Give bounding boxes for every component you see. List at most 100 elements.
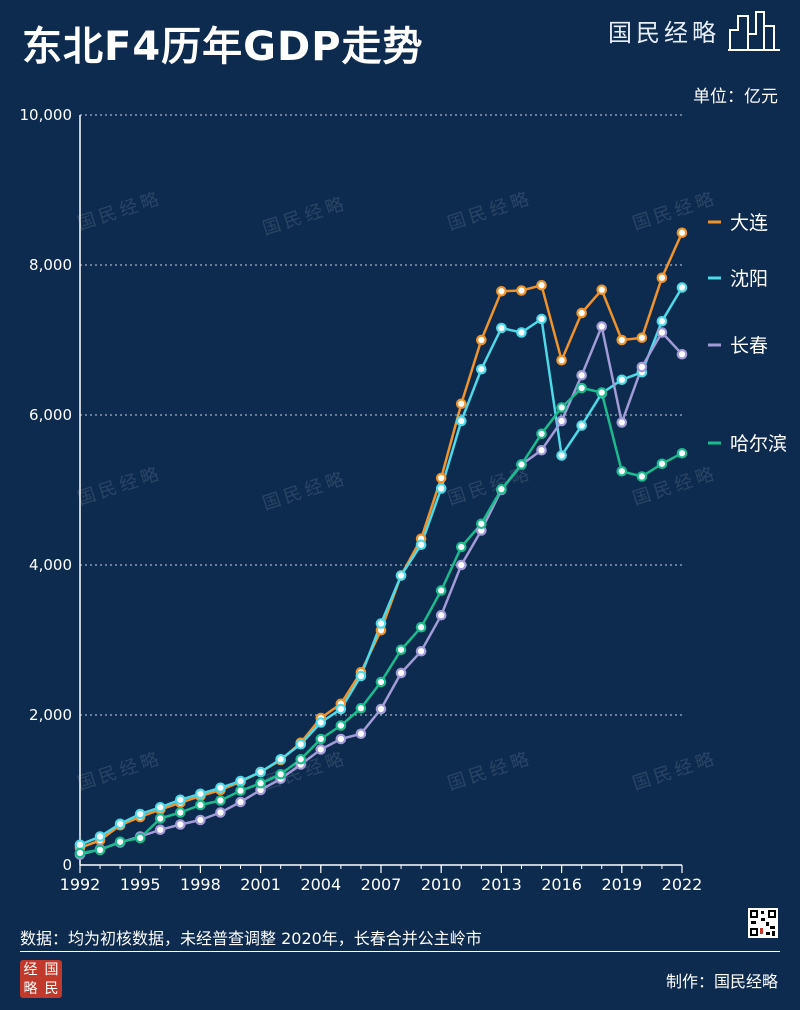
data-point bbox=[556, 415, 567, 427]
y-tick-label: 2,000 bbox=[29, 706, 72, 724]
data-point bbox=[315, 744, 327, 755]
data-point bbox=[134, 832, 146, 844]
data-point bbox=[255, 777, 266, 789]
data-point bbox=[676, 227, 688, 239]
data-point bbox=[315, 733, 327, 745]
seal-char: 经 bbox=[23, 961, 38, 978]
data-point bbox=[154, 801, 166, 813]
watermark-text: 国民经略 bbox=[75, 188, 165, 235]
data-point bbox=[275, 768, 286, 780]
watermark-text: 国民经略 bbox=[260, 468, 350, 515]
data-point bbox=[235, 785, 246, 797]
watermark-text: 国民经略 bbox=[630, 463, 720, 510]
unit-label: 单位：亿元 bbox=[693, 87, 778, 107]
legend-label: 长春 bbox=[730, 335, 768, 357]
data-point bbox=[215, 807, 226, 818]
data-point bbox=[496, 285, 507, 297]
x-tick-label: 2007 bbox=[361, 875, 402, 894]
watermark-text: 国民经略 bbox=[75, 748, 165, 795]
data-point bbox=[195, 788, 206, 800]
data-point bbox=[235, 775, 246, 787]
data-point bbox=[656, 272, 668, 284]
data-point bbox=[596, 387, 608, 398]
data-point bbox=[616, 334, 628, 346]
x-tick-label: 2022 bbox=[662, 875, 703, 894]
data-point bbox=[355, 728, 367, 740]
data-point bbox=[596, 284, 608, 296]
seal-char: 国 bbox=[44, 961, 59, 978]
series-points bbox=[74, 227, 688, 860]
data-point bbox=[536, 279, 547, 291]
series-line bbox=[79, 325, 683, 856]
data-point bbox=[355, 670, 367, 682]
data-point bbox=[335, 720, 347, 731]
data-point bbox=[395, 667, 407, 679]
data-point bbox=[195, 814, 206, 826]
data-point bbox=[114, 836, 126, 848]
watermark-text: 国民经略 bbox=[75, 463, 165, 510]
data-point bbox=[476, 334, 487, 346]
data-point bbox=[596, 321, 608, 332]
x-tick-label: 1998 bbox=[180, 875, 221, 894]
data-point bbox=[415, 645, 427, 657]
data-point bbox=[154, 813, 166, 824]
data-point bbox=[375, 618, 387, 629]
axes: 0 2,000 4,000 6,000 8,000 10,000 1992 1995 1998 2… bbox=[20, 106, 703, 894]
data-point bbox=[295, 738, 307, 750]
y-tick-label: 6,000 bbox=[29, 406, 72, 424]
data-point bbox=[275, 753, 286, 765]
data-point bbox=[435, 585, 447, 596]
data-point bbox=[656, 458, 668, 470]
watermark-text: 国民经略 bbox=[630, 188, 720, 235]
data-point bbox=[636, 332, 648, 344]
watermark-text: 国民经略 bbox=[445, 748, 535, 795]
data-point bbox=[676, 282, 688, 293]
data-point bbox=[536, 428, 547, 440]
data-point bbox=[616, 374, 628, 386]
data-point bbox=[375, 676, 387, 688]
data-point bbox=[154, 824, 166, 836]
qr-code-icon[interactable] bbox=[748, 908, 778, 938]
x-tick-label: 2001 bbox=[240, 875, 281, 894]
data-point bbox=[576, 369, 587, 381]
data-point bbox=[175, 819, 186, 830]
data-point bbox=[295, 753, 307, 765]
y-tick-label: 10,000 bbox=[20, 106, 73, 124]
watermark-text: 国民经略 bbox=[260, 193, 350, 240]
data-point bbox=[114, 818, 126, 830]
data-point bbox=[536, 313, 547, 325]
data-point bbox=[134, 808, 146, 820]
data-point bbox=[656, 315, 668, 327]
legend-label: 哈尔滨 bbox=[730, 433, 787, 455]
seal-char: 略 bbox=[23, 980, 38, 997]
data-point bbox=[516, 459, 527, 470]
legend-label: 大连 bbox=[730, 212, 768, 234]
data-point bbox=[375, 703, 387, 715]
y-tick-label: 8,000 bbox=[29, 256, 72, 274]
data-point bbox=[576, 307, 587, 319]
watermark-text: 国民经略 bbox=[630, 748, 720, 795]
data-point bbox=[476, 518, 487, 530]
data-point bbox=[435, 609, 447, 621]
x-tick-label: 2013 bbox=[481, 875, 522, 894]
data-point bbox=[215, 782, 226, 794]
data-point bbox=[576, 382, 587, 394]
data-point bbox=[616, 465, 628, 477]
data-point bbox=[74, 839, 86, 851]
data-point bbox=[516, 285, 527, 296]
data-point bbox=[94, 844, 106, 856]
page-title: 东北F4历年GDP走势 bbox=[22, 24, 424, 70]
data-point bbox=[395, 644, 407, 656]
data-point bbox=[355, 702, 367, 714]
data-point bbox=[455, 541, 467, 553]
data-point bbox=[415, 621, 427, 633]
x-tick-label: 2004 bbox=[300, 875, 341, 894]
data-point bbox=[476, 363, 487, 375]
data-point bbox=[215, 795, 226, 806]
data-point bbox=[556, 354, 567, 366]
data-point bbox=[676, 348, 688, 360]
data-point bbox=[455, 559, 467, 571]
grid bbox=[80, 114, 682, 716]
